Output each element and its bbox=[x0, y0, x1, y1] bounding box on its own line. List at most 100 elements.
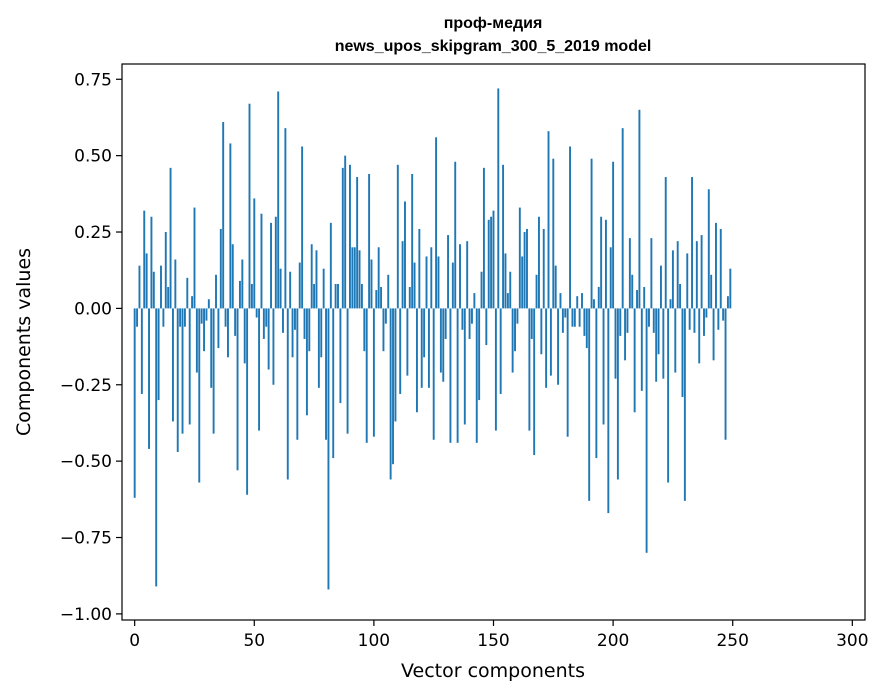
bar bbox=[353, 247, 356, 309]
bar bbox=[413, 262, 416, 309]
bar bbox=[370, 259, 373, 309]
bar bbox=[499, 308, 502, 394]
bar bbox=[224, 308, 227, 327]
bar bbox=[406, 308, 409, 376]
bar bbox=[636, 290, 638, 309]
y-tick-label: −1.00 bbox=[60, 605, 112, 625]
bar bbox=[614, 308, 617, 379]
bar bbox=[203, 308, 205, 352]
bar bbox=[169, 167, 172, 309]
bar bbox=[688, 308, 691, 330]
bar bbox=[380, 287, 383, 309]
y-tick-label: 0.50 bbox=[74, 147, 112, 167]
bar bbox=[375, 290, 378, 309]
bar bbox=[600, 216, 603, 309]
bar bbox=[332, 308, 335, 459]
bar bbox=[411, 173, 414, 309]
bar bbox=[420, 308, 423, 388]
bar bbox=[667, 308, 670, 483]
bar bbox=[325, 308, 327, 440]
bar bbox=[346, 308, 349, 434]
bar bbox=[253, 198, 256, 309]
y-tick-label: 0.75 bbox=[74, 70, 112, 90]
bar bbox=[360, 283, 363, 309]
bar bbox=[566, 308, 569, 437]
bar bbox=[401, 241, 404, 309]
bar bbox=[241, 259, 244, 309]
bar bbox=[478, 308, 481, 401]
bar bbox=[669, 299, 672, 309]
bar bbox=[404, 201, 406, 309]
bar bbox=[583, 308, 586, 336]
x-tick-label: 100 bbox=[358, 631, 390, 651]
bar bbox=[172, 308, 174, 422]
bar bbox=[327, 308, 330, 590]
bar bbox=[533, 308, 536, 456]
x-tick-label: 150 bbox=[477, 631, 509, 651]
bar bbox=[143, 210, 146, 309]
bar bbox=[215, 274, 217, 309]
bar bbox=[322, 268, 325, 309]
bar bbox=[341, 167, 344, 309]
bar bbox=[384, 308, 387, 324]
bar bbox=[222, 122, 225, 309]
bar bbox=[571, 308, 574, 327]
bar bbox=[365, 308, 368, 443]
bar bbox=[621, 128, 624, 309]
bar bbox=[480, 271, 483, 309]
bar bbox=[344, 155, 347, 309]
bar bbox=[162, 308, 165, 327]
x-axis-label: Vector components bbox=[401, 660, 585, 682]
bar bbox=[294, 308, 296, 330]
bar bbox=[291, 308, 294, 358]
bar bbox=[286, 308, 289, 480]
bar bbox=[557, 308, 560, 385]
bar bbox=[363, 308, 366, 352]
bar bbox=[387, 274, 390, 309]
bar bbox=[217, 308, 220, 349]
x-tick-label: 200 bbox=[597, 631, 629, 651]
bar bbox=[638, 109, 641, 309]
bar bbox=[301, 146, 304, 309]
bar bbox=[444, 308, 447, 339]
bar bbox=[535, 274, 538, 309]
bar bbox=[511, 308, 514, 373]
bar bbox=[707, 189, 710, 309]
bar bbox=[246, 308, 249, 495]
bar bbox=[612, 161, 615, 309]
bar bbox=[514, 308, 516, 352]
bar bbox=[258, 308, 261, 431]
bar bbox=[231, 244, 234, 309]
bar bbox=[626, 308, 629, 333]
bar bbox=[659, 265, 662, 309]
bar bbox=[502, 164, 505, 309]
bar bbox=[528, 308, 531, 431]
bar bbox=[415, 308, 418, 413]
bar bbox=[459, 244, 461, 309]
bar bbox=[729, 268, 732, 309]
bar bbox=[423, 308, 426, 358]
bar bbox=[581, 293, 583, 309]
bar bbox=[609, 247, 612, 309]
bar bbox=[155, 308, 158, 587]
bar bbox=[700, 235, 703, 309]
bar bbox=[662, 308, 665, 379]
bar bbox=[509, 271, 512, 309]
bar bbox=[461, 308, 464, 330]
bar bbox=[650, 238, 653, 309]
x-tick-label: 50 bbox=[243, 631, 265, 651]
bar bbox=[176, 308, 179, 452]
bar bbox=[554, 265, 557, 309]
y-tick-label: −0.25 bbox=[60, 376, 112, 396]
bar bbox=[181, 308, 184, 434]
bar bbox=[547, 131, 550, 309]
bar bbox=[425, 256, 428, 309]
x-tick-label: 250 bbox=[716, 631, 748, 651]
bar bbox=[248, 103, 251, 309]
bar bbox=[645, 308, 648, 553]
bar bbox=[703, 308, 705, 336]
bar bbox=[542, 228, 545, 309]
bar bbox=[308, 308, 311, 352]
bar bbox=[408, 287, 411, 309]
bar bbox=[681, 308, 684, 397]
